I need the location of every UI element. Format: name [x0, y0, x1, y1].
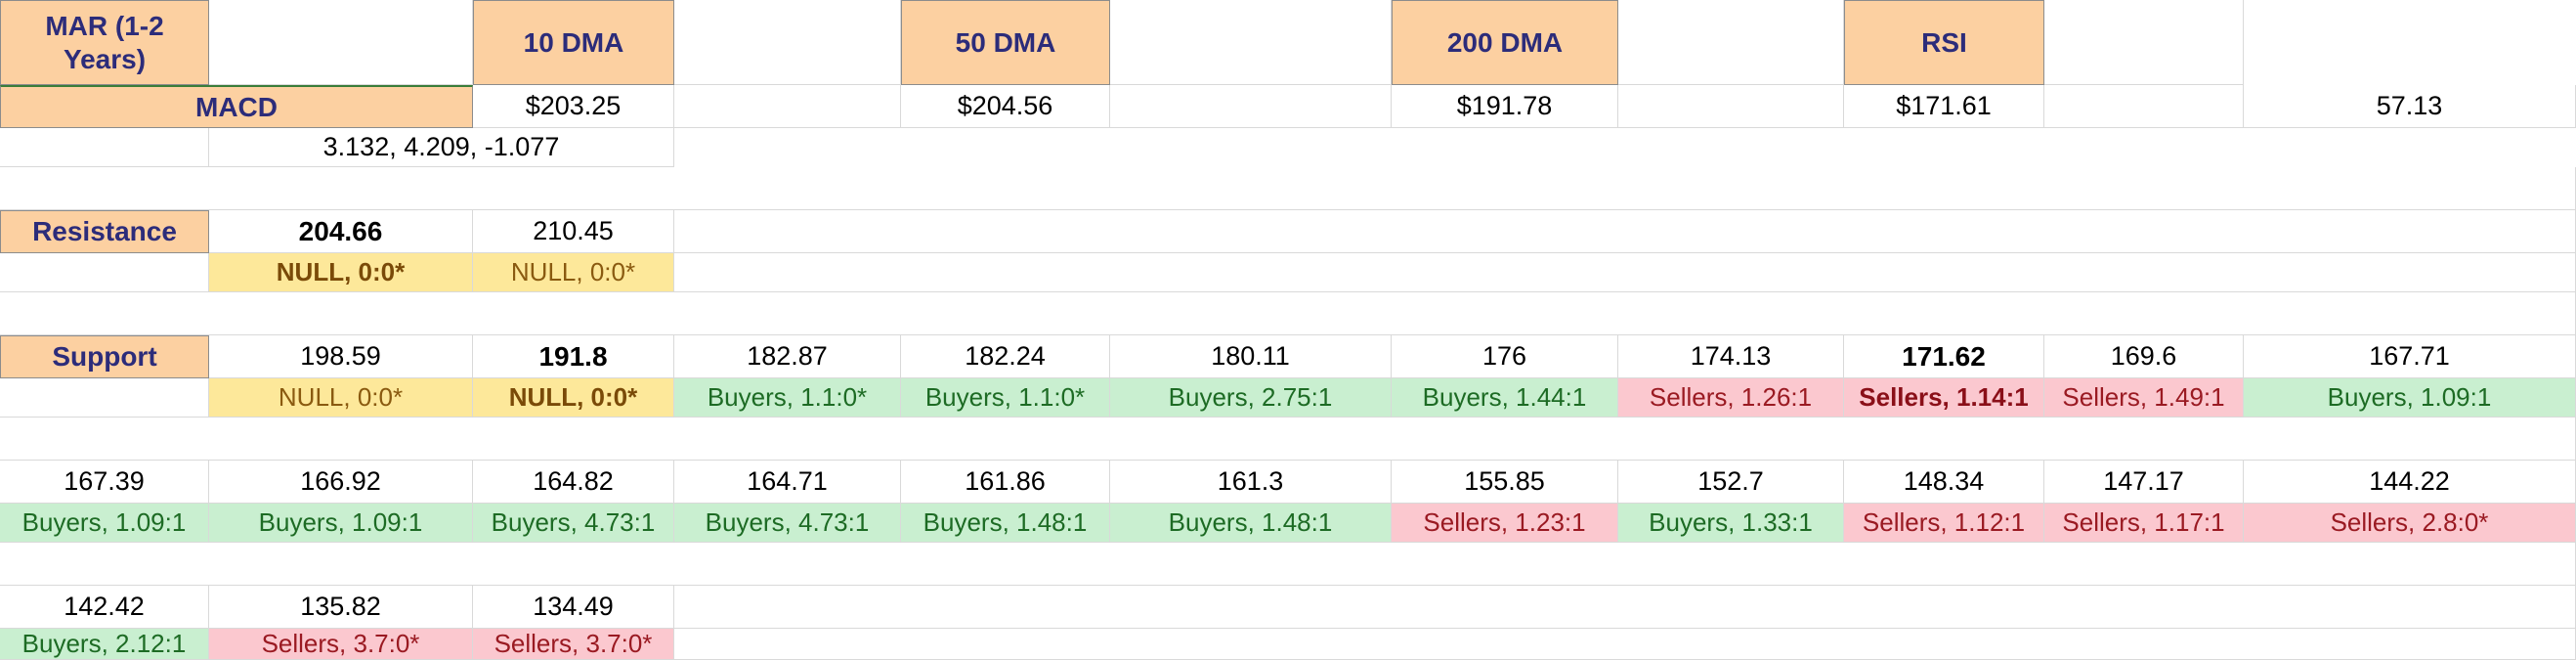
support-price[interactable]: 167.71	[2244, 335, 2576, 378]
support-price[interactable]: 198.59	[209, 335, 473, 378]
support-ratio[interactable]: Buyers, 1.1:0*	[674, 378, 901, 418]
blank-row[interactable]	[0, 167, 2576, 210]
support-ratio[interactable]: Buyers, 1.09:1	[2244, 378, 2576, 418]
support-price[interactable]: 191.8	[473, 335, 674, 378]
empty-cell[interactable]	[674, 85, 901, 128]
resistance-price[interactable]: 204.66	[209, 210, 473, 253]
support-price[interactable]: 182.87	[674, 335, 901, 378]
support-price[interactable]: 171.62	[1844, 335, 2044, 378]
support-ratio[interactable]: NULL, 0:0*	[209, 378, 473, 418]
empty-cell[interactable]	[2044, 85, 2244, 128]
support-ratio[interactable]: NULL, 0:0*	[473, 378, 674, 418]
support-price[interactable]: 147.17	[2044, 461, 2244, 504]
empty-cell[interactable]	[674, 0, 901, 85]
blank-row[interactable]	[0, 292, 2576, 335]
support-ratio[interactable]: Sellers, 1.23:1	[1392, 504, 1618, 543]
empty-cell[interactable]	[674, 629, 2576, 660]
empty-cell[interactable]	[0, 378, 209, 418]
support-ratio[interactable]: Buyers, 1.33:1	[1618, 504, 1844, 543]
support-price[interactable]: 169.6	[2044, 335, 2244, 378]
support-price[interactable]: 148.34	[1844, 461, 2044, 504]
empty-cell[interactable]	[2044, 0, 2244, 85]
value-macd[interactable]: 3.132, 4.209, -1.077	[209, 128, 674, 167]
header-mar[interactable]: MAR (1-2 Years)	[0, 0, 209, 85]
support-ratio[interactable]: Buyers, 1.09:1	[209, 504, 473, 543]
header-200-dma[interactable]: 200 DMA	[1392, 0, 1618, 85]
support-price[interactable]: 176	[1392, 335, 1618, 378]
support-ratio[interactable]: Buyers, 1.1:0*	[901, 378, 1110, 418]
empty-cell[interactable]	[0, 128, 209, 167]
header-50-dma[interactable]: 50 DMA	[901, 0, 1110, 85]
resistance-ratio[interactable]: NULL, 0:0*	[473, 253, 674, 292]
support-price[interactable]: 161.86	[901, 461, 1110, 504]
empty-cell[interactable]	[674, 253, 2576, 292]
support-price[interactable]: 164.71	[674, 461, 901, 504]
support-price[interactable]: 164.82	[473, 461, 674, 504]
empty-cell[interactable]	[674, 210, 2576, 253]
value-200-dma[interactable]: $171.61	[1844, 85, 2044, 128]
support-price[interactable]: 135.82	[209, 586, 473, 629]
header-10-dma[interactable]: 10 DMA	[473, 0, 674, 85]
support-price[interactable]: 155.85	[1392, 461, 1618, 504]
support-ratio[interactable]: Buyers, 1.48:1	[901, 504, 1110, 543]
header-macd[interactable]: MACD	[0, 85, 473, 128]
support-ratio[interactable]: Buyers, 2.12:1	[0, 629, 209, 660]
support-ratio[interactable]: Buyers, 1.48:1	[1110, 504, 1392, 543]
support-price[interactable]: 161.3	[1110, 461, 1392, 504]
support-ratio[interactable]: Sellers, 2.8:0*	[2244, 504, 2576, 543]
empty-cell[interactable]	[0, 253, 209, 292]
support-ratio[interactable]: Sellers, 3.7:0*	[209, 629, 473, 660]
header-rsi[interactable]: RSI	[1844, 0, 2044, 85]
support-price[interactable]: 142.42	[0, 586, 209, 629]
support-ratio[interactable]: Sellers, 1.26:1	[1618, 378, 1844, 418]
value-rsi[interactable]: 57.13	[2244, 85, 2576, 128]
support-ratio[interactable]: Buyers, 1.09:1	[0, 504, 209, 543]
support-price[interactable]: 174.13	[1618, 335, 1844, 378]
blank-row[interactable]	[0, 418, 2576, 461]
empty-cell[interactable]	[1618, 0, 1844, 85]
blank-row[interactable]	[0, 543, 2576, 586]
support-price[interactable]: 182.24	[901, 335, 1110, 378]
value-10-dma[interactable]: $204.56	[901, 85, 1110, 128]
value-mar[interactable]: $203.25	[473, 85, 674, 128]
support-ratio[interactable]: Sellers, 1.49:1	[2044, 378, 2244, 418]
empty-cell[interactable]	[1618, 85, 1844, 128]
support-price[interactable]: 152.7	[1618, 461, 1844, 504]
support-ratio[interactable]: Buyers, 4.73:1	[473, 504, 674, 543]
support-ratio[interactable]: Sellers, 3.7:0*	[473, 629, 674, 660]
empty-cell[interactable]	[1110, 85, 1392, 128]
support-price[interactable]: 144.22	[2244, 461, 2576, 504]
support-ratio[interactable]: Sellers, 1.17:1	[2044, 504, 2244, 543]
empty-cell[interactable]	[209, 0, 473, 85]
support-ratio[interactable]: Sellers, 1.12:1	[1844, 504, 2044, 543]
resistance-price[interactable]: 210.45	[473, 210, 674, 253]
support-ratio[interactable]: Buyers, 4.73:1	[674, 504, 901, 543]
support-price[interactable]: 166.92	[209, 461, 473, 504]
support-ratio[interactable]: Buyers, 2.75:1	[1110, 378, 1392, 418]
support-ratio[interactable]: Buyers, 1.44:1	[1392, 378, 1618, 418]
support-price[interactable]: 180.11	[1110, 335, 1392, 378]
empty-cell[interactable]	[1110, 0, 1392, 85]
value-50-dma[interactable]: $191.78	[1392, 85, 1618, 128]
support-ratio[interactable]: Sellers, 1.14:1	[1844, 378, 2044, 418]
support-price[interactable]: 134.49	[473, 586, 674, 629]
resistance-label[interactable]: Resistance	[0, 210, 209, 253]
support-label[interactable]: Support	[0, 335, 209, 378]
empty-cell[interactable]	[674, 586, 2576, 629]
support-price[interactable]: 167.39	[0, 461, 209, 504]
resistance-ratio[interactable]: NULL, 0:0*	[209, 253, 473, 292]
